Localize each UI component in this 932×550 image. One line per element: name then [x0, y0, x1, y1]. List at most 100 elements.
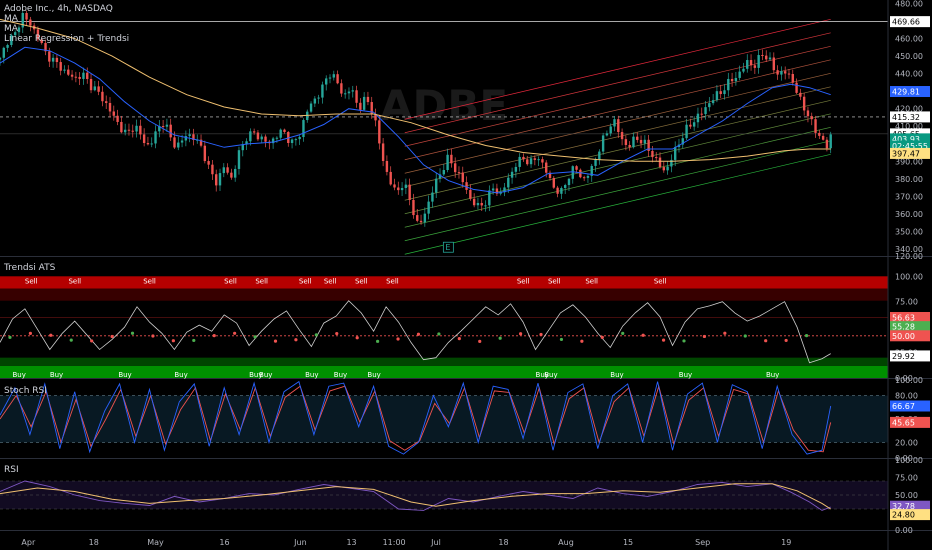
- trendsi-dot: [804, 334, 809, 338]
- trendsi-dot: [335, 331, 339, 336]
- rsi-pane-title[interactable]: RSI: [4, 465, 19, 475]
- candle-body: [510, 171, 514, 178]
- price-badge-1: 429.81: [890, 86, 930, 98]
- trendsi-dot: [273, 339, 278, 343]
- candle-body: [271, 138, 275, 144]
- candle-body: [211, 164, 214, 175]
- candle-body: [120, 121, 123, 133]
- signal-box: [442, 241, 454, 253]
- candle-body: [188, 134, 191, 137]
- signal-label: E: [445, 243, 450, 252]
- candle-body: [537, 159, 540, 161]
- candle-body: [173, 137, 176, 148]
- candle-body: [139, 125, 142, 135]
- candle-body: [783, 71, 787, 74]
- trendsi-dot: [784, 338, 788, 343]
- candle-body: [59, 62, 62, 71]
- x-tick-9: Aug: [558, 538, 574, 547]
- sell-signal-2: Sell: [143, 277, 156, 285]
- rsi-badge-0-text: 32.78: [892, 502, 915, 511]
- price-badge-4: 403.93: [890, 133, 930, 145]
- candle-body: [814, 119, 817, 133]
- candle-body: [351, 90, 354, 92]
- trendsi-dot: [416, 332, 421, 336]
- trendsi-dot: [130, 331, 135, 335]
- candle-body: [279, 129, 282, 138]
- candle-body: [256, 132, 260, 140]
- candle-body: [97, 86, 100, 92]
- candle-body: [821, 135, 825, 140]
- price-badge-0: 469.66: [890, 16, 930, 28]
- stoch-d-line: [0, 384, 832, 453]
- candle-body: [25, 13, 28, 20]
- candle-body: [829, 134, 832, 149]
- candle-body: [416, 215, 419, 221]
- candle-body: [154, 131, 157, 144]
- price-badge-0-bg: [890, 16, 930, 28]
- x-tick-11: Sep: [695, 538, 710, 547]
- candle-body: [55, 57, 59, 63]
- legend-ma-2[interactable]: MA: [4, 24, 18, 34]
- candle-body: [526, 159, 529, 165]
- candle-body: [700, 113, 703, 115]
- candle-body: [435, 178, 438, 193]
- legend-linear-regression[interactable]: Linear Regression + Trendsi: [4, 34, 130, 44]
- candle-body: [48, 51, 51, 62]
- price-badge-2-text: 415.32: [892, 113, 920, 122]
- candle-body: [696, 113, 700, 123]
- stoch-y-tick-1: 80.00: [895, 392, 918, 401]
- candle-body: [6, 44, 9, 48]
- trendsi-badge-0-bg: [890, 311, 930, 323]
- rsi-badge-1-text: 24.80: [892, 511, 915, 520]
- candle-body: [499, 192, 502, 194]
- rsi-badge-1-bg: [890, 509, 930, 521]
- sell-signal-6: Sell: [324, 277, 337, 285]
- candle-body: [199, 139, 203, 146]
- candle-body: [21, 13, 24, 28]
- candle-body: [738, 71, 741, 78]
- candle-body: [594, 159, 597, 166]
- price-y-tick-12: 360.00: [895, 210, 923, 219]
- buy-signal-5: Buy: [259, 371, 272, 379]
- trendsi-dot: [253, 335, 257, 339]
- price-badge-5-text: 02:45:55: [892, 142, 928, 151]
- sell-signal-0: Sell: [25, 277, 38, 285]
- buy-signal-6: Buy: [305, 371, 318, 379]
- candle-body: [442, 170, 446, 175]
- candle-body: [226, 167, 229, 173]
- price-badge-4-bg: [890, 133, 930, 145]
- oversold-band: [0, 365, 888, 378]
- trendsi-dot: [151, 334, 155, 338]
- candle-body: [165, 124, 169, 127]
- trendsi-badge-0-text: 56.63: [892, 313, 915, 322]
- trendsi-dots: [8, 331, 809, 343]
- candle-body: [0, 57, 2, 60]
- symbol-title: Adobe Inc., 4h, NASDAQ: [4, 4, 113, 14]
- stoch-rsi-pane-title[interactable]: Stoch RSI: [4, 386, 47, 396]
- buy-signal-13: Buy: [766, 371, 779, 379]
- trendsi-dot: [764, 339, 768, 343]
- stoch-badge-0-bg: [890, 400, 930, 412]
- candle-body: [727, 78, 730, 91]
- legend-ma[interactable]: MA: [4, 14, 18, 24]
- candle-body: [799, 92, 802, 97]
- trendsi-dot: [396, 337, 400, 341]
- candle-body: [522, 156, 525, 160]
- candle-body: [624, 139, 628, 145]
- candle-body: [381, 143, 385, 161]
- candle-body: [108, 102, 112, 112]
- candle-body: [127, 129, 131, 131]
- candle-body: [666, 166, 669, 171]
- candle-body: [461, 172, 464, 183]
- candle-body: [734, 77, 738, 82]
- candle-body: [529, 158, 533, 165]
- price-y-tick-4: 440.00: [895, 70, 923, 79]
- trendsi-pane-title[interactable]: Trendsi ATS: [4, 263, 56, 273]
- candle-body: [40, 39, 43, 43]
- candle-body: [715, 91, 719, 101]
- candle-body: [404, 184, 408, 188]
- price-y-tick-3: 450.00: [895, 52, 923, 61]
- x-tick-6: 11:00: [383, 538, 406, 547]
